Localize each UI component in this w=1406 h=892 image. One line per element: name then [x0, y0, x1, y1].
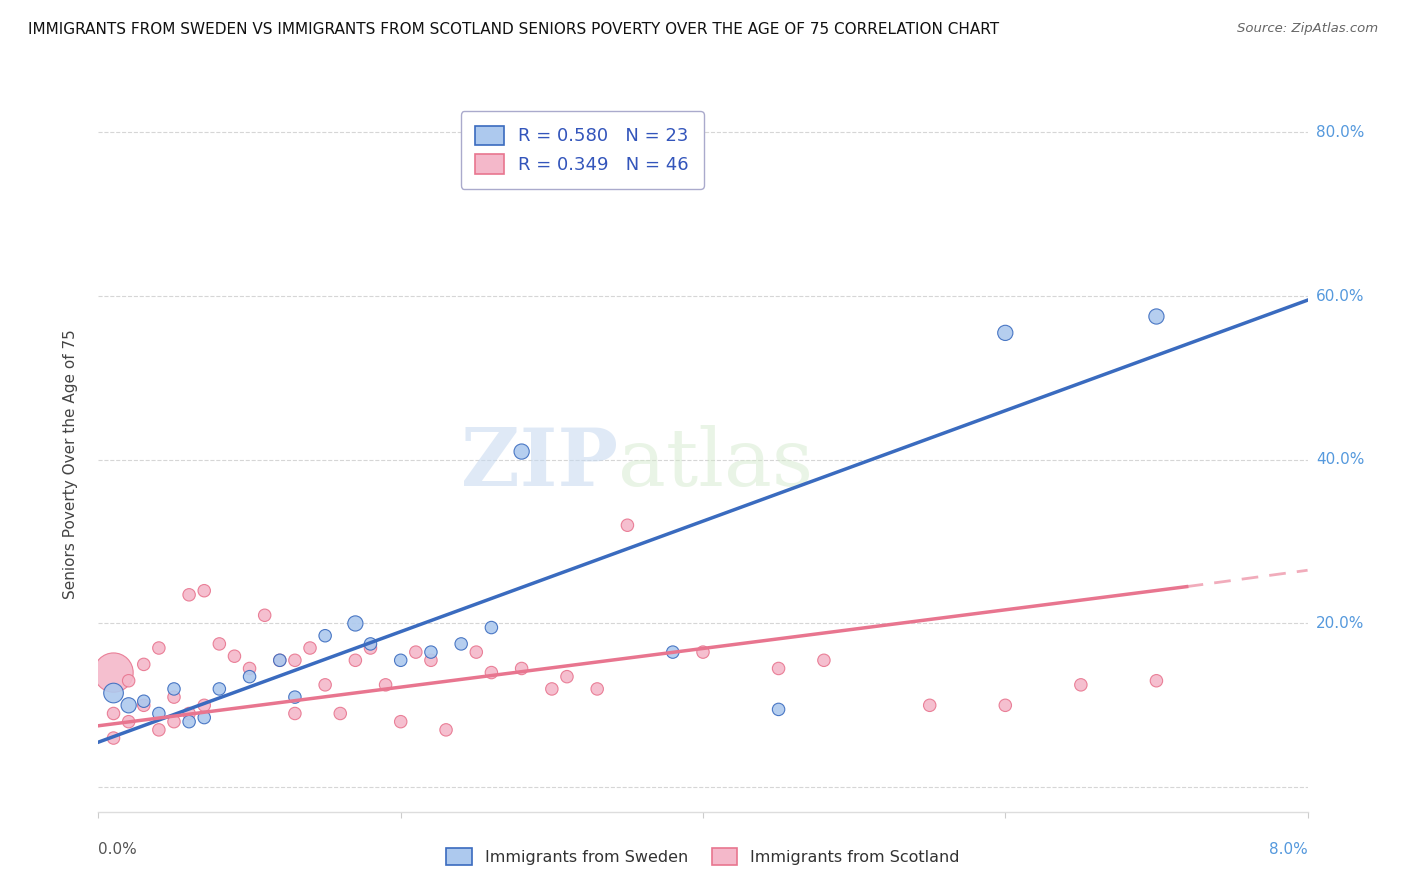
- Point: [179, 714, 201, 729]
- Point: [132, 657, 155, 672]
- Point: [193, 698, 215, 713]
- Point: [132, 698, 155, 713]
- Point: [359, 637, 381, 651]
- Point: [994, 698, 1017, 713]
- Point: [239, 661, 262, 675]
- Point: [1070, 678, 1092, 692]
- Point: [163, 714, 186, 729]
- Point: [269, 653, 291, 667]
- Point: [208, 681, 231, 696]
- Text: IMMIGRANTS FROM SWEDEN VS IMMIGRANTS FROM SCOTLAND SENIORS POVERTY OVER THE AGE : IMMIGRANTS FROM SWEDEN VS IMMIGRANTS FRO…: [28, 22, 1000, 37]
- Legend: Immigrants from Sweden, Immigrants from Scotland: Immigrants from Sweden, Immigrants from …: [439, 840, 967, 873]
- Point: [103, 731, 125, 745]
- Point: [586, 681, 609, 696]
- Point: [193, 583, 215, 598]
- Point: [179, 588, 201, 602]
- Text: 20.0%: 20.0%: [1316, 616, 1364, 631]
- Point: [224, 649, 246, 664]
- Text: 8.0%: 8.0%: [1268, 842, 1308, 857]
- Point: [994, 326, 1017, 340]
- Text: ZIP: ZIP: [461, 425, 619, 503]
- Point: [555, 670, 578, 684]
- Point: [103, 686, 125, 700]
- Point: [510, 444, 533, 458]
- Point: [269, 653, 291, 667]
- Point: [479, 665, 503, 680]
- Point: [1144, 310, 1167, 324]
- Point: [179, 706, 201, 721]
- Point: [692, 645, 714, 659]
- Point: [768, 702, 790, 716]
- Point: [148, 723, 170, 737]
- Point: [299, 640, 322, 655]
- Point: [479, 621, 503, 635]
- Point: [163, 690, 186, 705]
- Point: [118, 698, 141, 713]
- Point: [510, 661, 533, 675]
- Text: Source: ZipAtlas.com: Source: ZipAtlas.com: [1237, 22, 1378, 36]
- Point: [193, 710, 215, 724]
- Text: 60.0%: 60.0%: [1316, 288, 1364, 303]
- Point: [434, 723, 457, 737]
- Point: [329, 706, 352, 721]
- Point: [1144, 673, 1167, 688]
- Point: [419, 653, 441, 667]
- Point: [163, 681, 186, 696]
- Point: [661, 645, 683, 659]
- Point: [359, 640, 381, 655]
- Y-axis label: Seniors Poverty Over the Age of 75: Seniors Poverty Over the Age of 75: [63, 329, 77, 599]
- Point: [284, 653, 307, 667]
- Point: [208, 637, 231, 651]
- Point: [344, 616, 367, 631]
- Point: [239, 670, 262, 684]
- Point: [314, 629, 336, 643]
- Point: [419, 645, 441, 659]
- Point: [389, 653, 412, 667]
- Point: [284, 706, 307, 721]
- Point: [465, 645, 488, 659]
- Point: [450, 637, 472, 651]
- Point: [132, 694, 155, 708]
- Point: [284, 690, 307, 705]
- Point: [148, 706, 170, 721]
- Text: 0.0%: 0.0%: [98, 842, 138, 857]
- Point: [344, 653, 367, 667]
- Point: [253, 608, 276, 623]
- Point: [118, 714, 141, 729]
- Point: [314, 678, 336, 692]
- Point: [148, 640, 170, 655]
- Point: [118, 673, 141, 688]
- Text: 80.0%: 80.0%: [1316, 125, 1364, 140]
- Text: 40.0%: 40.0%: [1316, 452, 1364, 467]
- Text: atlas: atlas: [619, 425, 814, 503]
- Point: [918, 698, 941, 713]
- Point: [813, 653, 835, 667]
- Point: [540, 681, 562, 696]
- Point: [405, 645, 427, 659]
- Point: [103, 706, 125, 721]
- Point: [389, 714, 412, 729]
- Point: [616, 518, 638, 533]
- Point: [103, 665, 125, 680]
- Point: [374, 678, 396, 692]
- Point: [768, 661, 790, 675]
